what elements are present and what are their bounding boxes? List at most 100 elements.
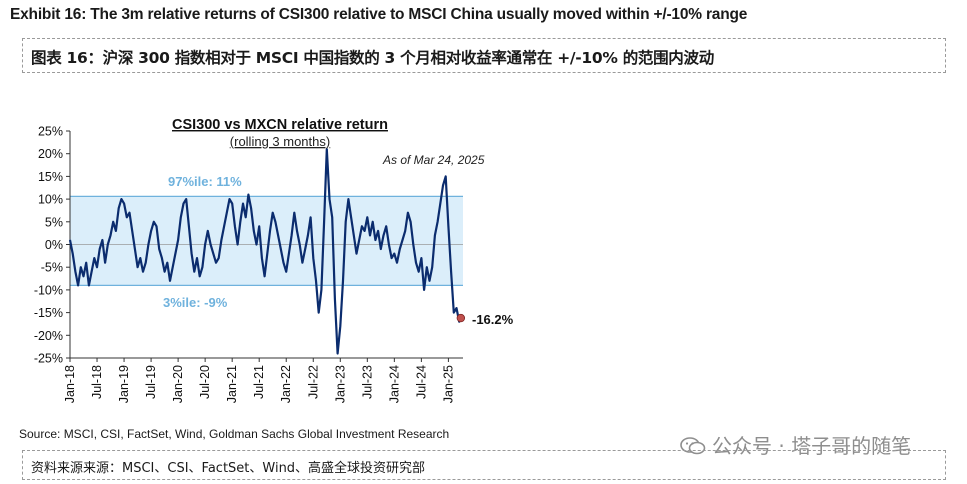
chart-title: CSI300 vs MXCN relative return [172,117,388,133]
watermark-text: 公众号 · 塔子哥的随笔 [712,434,912,458]
source-note: Source: MSCI, CSI, FactSet, Wind, Goldma… [19,427,450,441]
data-point [172,266,174,268]
cn-source-note: 资料来源来源：MSCI、CSI、FactSet、Wind、高盛全球投资研究部 [31,461,426,476]
data-point [334,298,336,300]
cn-title-box: 图表 16：沪深 300 指数相对于 MSCI 中国指数的 3 个月相对收益率通… [22,38,946,73]
data-point [304,248,306,250]
y-tick-label: 20% [38,147,63,161]
data-point [280,248,282,250]
data-point [401,239,404,241]
y-tick-label: -25% [34,352,63,366]
data-point [323,221,325,223]
data-point [158,248,160,250]
data-point [193,271,195,273]
y-tick-label: -15% [34,306,63,320]
data-point [182,203,185,205]
data-point [404,230,406,232]
data-point [93,257,95,259]
data-point [85,262,87,264]
data-point [155,225,158,227]
data-point [199,275,201,277]
data-point [88,284,90,286]
x-tick-label: Jul-18 [90,365,104,399]
x-tick-label: Jan-25 [441,365,455,403]
data-point [112,221,114,223]
last-value-label: -16.2% [472,312,514,327]
data-point [423,289,425,291]
data-point [345,221,347,223]
data-point [450,271,452,273]
data-point [72,252,74,255]
data-point [139,257,141,259]
x-tick-label: Jul-19 [144,365,158,399]
data-point [299,243,301,246]
data-point [415,262,417,264]
data-point [355,252,358,255]
data-point [396,262,398,264]
data-point [309,216,312,218]
data-point [212,252,214,255]
y-tick-label: 0% [45,238,63,252]
data-point [407,212,409,214]
data-point [358,239,360,241]
last-value-marker [456,313,466,323]
data-point [293,212,295,214]
data-point [412,243,414,246]
data-point [174,252,177,255]
data-point [315,280,317,282]
data-point [77,284,79,286]
data-point [318,312,320,314]
data-point [196,257,198,259]
data-point [101,239,104,241]
data-point [126,216,128,218]
y-tick-label: 10% [38,193,63,207]
data-point [218,257,220,259]
data-point [312,257,314,259]
data-point [150,230,152,232]
x-tick-label: Jan-24 [387,365,401,403]
data-point [291,234,293,237]
data-point [339,325,341,327]
data-point [228,198,231,200]
data-point [274,221,277,223]
data-point [331,216,333,218]
data-point [147,243,149,246]
data-point [236,243,239,246]
data-point [307,234,309,237]
data-point [247,193,249,196]
x-tick-label: Jul-22 [306,365,320,399]
data-point [431,266,433,268]
x-tick-label: Jan-18 [63,365,77,403]
data-point [234,225,236,227]
data-point [374,239,377,241]
x-tick-label: Jan-22 [279,365,293,403]
data-point [426,266,428,268]
data-point [420,257,422,259]
data-point [250,207,252,209]
data-point [442,184,444,187]
upper-band-label: 97%ile: 11% [168,174,242,189]
data-point [353,234,355,237]
data-point [185,198,187,200]
data-point [347,198,349,200]
data-point [188,225,190,227]
data-point [128,212,131,214]
data-point [96,266,98,268]
data-point [434,234,436,237]
data-point [223,225,225,227]
data-point [123,203,125,205]
data-point [445,175,447,177]
data-point [261,257,263,259]
data-point [453,312,455,314]
data-point [326,148,328,150]
data-point [366,216,368,218]
data-point [115,230,117,232]
x-tick-label: Jul-24 [414,365,428,399]
data-point [253,230,255,232]
data-point [177,239,179,241]
data-point [74,271,77,273]
data-point [107,243,109,246]
data-point [204,243,206,246]
y-tick-label: 15% [38,170,63,184]
data-point [80,266,82,268]
